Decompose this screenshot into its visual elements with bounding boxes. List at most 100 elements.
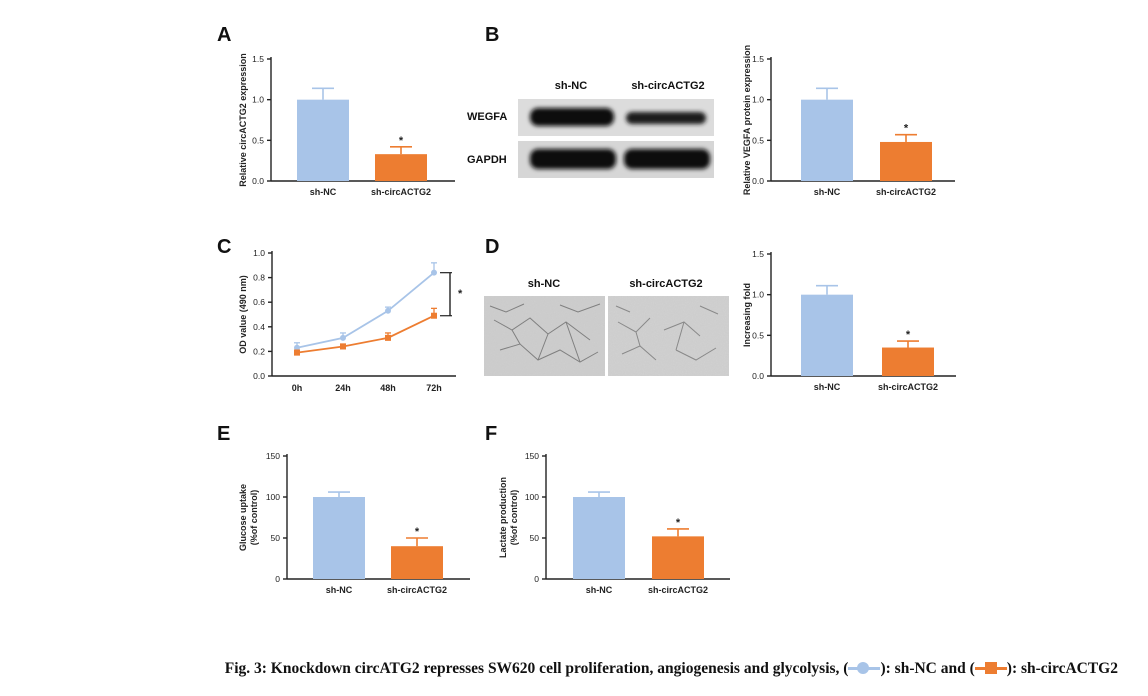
chart-b-bar (801, 99, 853, 181)
blot-row-gapdh: GAPDH (467, 154, 507, 166)
micrograph-tubes-sh-nc (489, 303, 601, 363)
figure-caption: Fig. 3: Knockdown circATG2 represses SW6… (0, 660, 1148, 678)
micro-col-sh-circactg2: sh-circACTG2 (629, 278, 702, 290)
chart-c-x-tick-label: 48h (380, 383, 396, 393)
chart-d-y-tick-label: 0.0 (752, 371, 764, 381)
chart-c-series-line (296, 314, 435, 354)
chart-e-bar (313, 497, 365, 579)
legend-sh-circactg2-marker (974, 662, 1007, 674)
chart-e-y-axis-label: Glucose uptake (238, 484, 248, 551)
chart-c-y-tick-label: 0.4 (253, 322, 265, 332)
chart-f-y-tick-label: 100 (525, 492, 539, 502)
chart-c-y-tick-label: 0.0 (253, 371, 265, 381)
chart-e-y-tick-label: 100 (266, 492, 280, 502)
chart-d-significance-star: * (906, 329, 911, 341)
chart-a-y-tick-label: 1.5 (252, 54, 264, 64)
chart-a-bar (297, 99, 349, 181)
panel-letter-c: C (217, 236, 231, 258)
blot-row-wegfa: WEGFA (467, 111, 507, 123)
chart-d-y-tick-label: 0.5 (752, 330, 764, 340)
chart-c-y-tick-label: 0.2 (253, 346, 265, 356)
chart-e-y-tick-label: 0 (275, 574, 280, 584)
chart-b-y-tick-label: 1.0 (752, 95, 764, 105)
chart-d-category-label: sh-circACTG2 (878, 382, 938, 392)
chart-a-significance-star: * (399, 135, 404, 147)
chart-b-y-tick-label: 0.0 (752, 176, 764, 186)
figure-canvas: A B C D E F 0.0 0.5 1.0 1.5 Relative circACT… (217, 24, 956, 595)
chart-f-y-tick-label: 50 (530, 533, 540, 543)
chart-a: 0.0 0.5 1.0 1.5 Relative circACTG2 expressio… (238, 53, 455, 197)
panel-letter-e: E (217, 423, 230, 445)
caption-mid1: ): sh-NC and ( (880, 660, 975, 677)
chart-a-category-label: sh-NC (310, 187, 337, 197)
chart-e-y-axis-label: (%of control) (249, 490, 259, 546)
chart-e: 0 50 100 150 Glucose uptake (%of control) sh-N… (238, 451, 470, 595)
blot-band-gapdh-sh-circactg2 (624, 149, 710, 169)
chart-c-point (385, 334, 391, 341)
chart-f-y-axis-label: Lactate production (498, 477, 508, 558)
chart-c-x-tick-label: 24h (335, 383, 351, 393)
chart-c-x-tick-label: 0h (292, 383, 303, 393)
chart-d-category-label: sh-NC (814, 382, 841, 392)
chart-f-category-label: sh-circACTG2 (648, 585, 708, 595)
chart-b-y-tick-label: 1.5 (752, 54, 764, 64)
chart-c-point (431, 312, 437, 319)
chart-c-series-line (296, 271, 435, 349)
chart-e-y-tick-label: 50 (271, 533, 281, 543)
chart-b-category-label: sh-circACTG2 (876, 187, 936, 197)
chart-e-significance-star: * (415, 526, 420, 538)
chart-c: 0.0 0.2 0.4 0.6 0.8 1.0 OD value (490 nm) 0h 24h… (238, 248, 463, 393)
chart-a-category-label: sh-circACTG2 (371, 187, 431, 197)
chart-f-significance-star: * (676, 517, 681, 529)
chart-e-y-tick-label: 150 (266, 451, 280, 461)
chart-d-y-axis-label: Increasing fold (742, 283, 752, 347)
chart-b-y-axis-label: Relative VEGFA protein expression (742, 45, 752, 195)
chart-d-bar (882, 347, 934, 376)
chart-e-category-label: sh-NC (326, 585, 353, 595)
chart-f-bar (573, 497, 625, 579)
blot-col-sh-circactg2: sh-circACTG2 (631, 80, 704, 92)
chart-e-bar (391, 546, 443, 579)
chart-a-y-tick-label: 0.0 (252, 176, 264, 186)
western-blot: sh-NC sh-circACTG2 WEGFA GAPDH (467, 80, 714, 178)
chart-f: 0 50 100 150 Lactate production (%of control)… (498, 451, 730, 595)
chart-b-significance-star: * (904, 123, 909, 135)
chart-d-y-tick-label: 1.0 (752, 290, 764, 300)
chart-c-y-tick-label: 0.8 (253, 273, 265, 283)
panel-letter-f: F (485, 423, 497, 445)
caption-prefix: Fig. 3: Knockdown circATG2 represses SW6… (224, 660, 849, 677)
chart-a-y-tick-label: 0.5 (252, 135, 264, 145)
micro-col-sh-nc: sh-NC (528, 278, 560, 290)
chart-a-y-axis-label: Relative circACTG2 expression (238, 53, 248, 187)
chart-c-point (294, 344, 300, 351)
chart-d: 0.0 0.5 1.0 1.5 Increasing fold sh-NC sh-circA… (742, 249, 956, 392)
caption-mid2: ): sh-circACTG2 (1006, 660, 1118, 677)
panel-letter-d: D (485, 236, 499, 258)
chart-a-y-tick-label: 1.0 (252, 95, 264, 105)
chart-f-category-label: sh-NC (586, 585, 613, 595)
chart-c-point (294, 349, 300, 356)
blot-band-gapdh-sh-nc (530, 149, 616, 169)
chart-c-y-axis-label: OD value (490 nm) (238, 275, 248, 354)
micrograph-sh-nc-texture (484, 296, 605, 376)
chart-b-bar (880, 141, 932, 181)
chart-c-x-tick-label: 72h (426, 383, 442, 393)
micrograph-tubes-sh-circactg2 (615, 305, 719, 361)
chart-d-bar (801, 294, 853, 376)
chart-c-point (340, 343, 346, 350)
blot-col-sh-nc: sh-NC (555, 80, 587, 92)
chart-f-bar (652, 536, 704, 579)
chart-c-point (385, 307, 391, 314)
panel-letter-b: B (485, 24, 499, 46)
chart-d-y-tick-label: 1.5 (752, 249, 764, 259)
chart-b-y-tick-label: 0.5 (752, 135, 764, 145)
chart-c-point (431, 269, 437, 276)
chart-b-category-label: sh-NC (814, 187, 841, 197)
chart-a-bar (375, 154, 427, 181)
legend-sh-nc-marker (848, 662, 881, 674)
panel-letter-a: A (217, 24, 231, 46)
chart-c-significance-star: * (458, 288, 463, 300)
chart-f-y-tick-label: 0 (534, 574, 539, 584)
chart-e-category-label: sh-circACTG2 (387, 585, 447, 595)
